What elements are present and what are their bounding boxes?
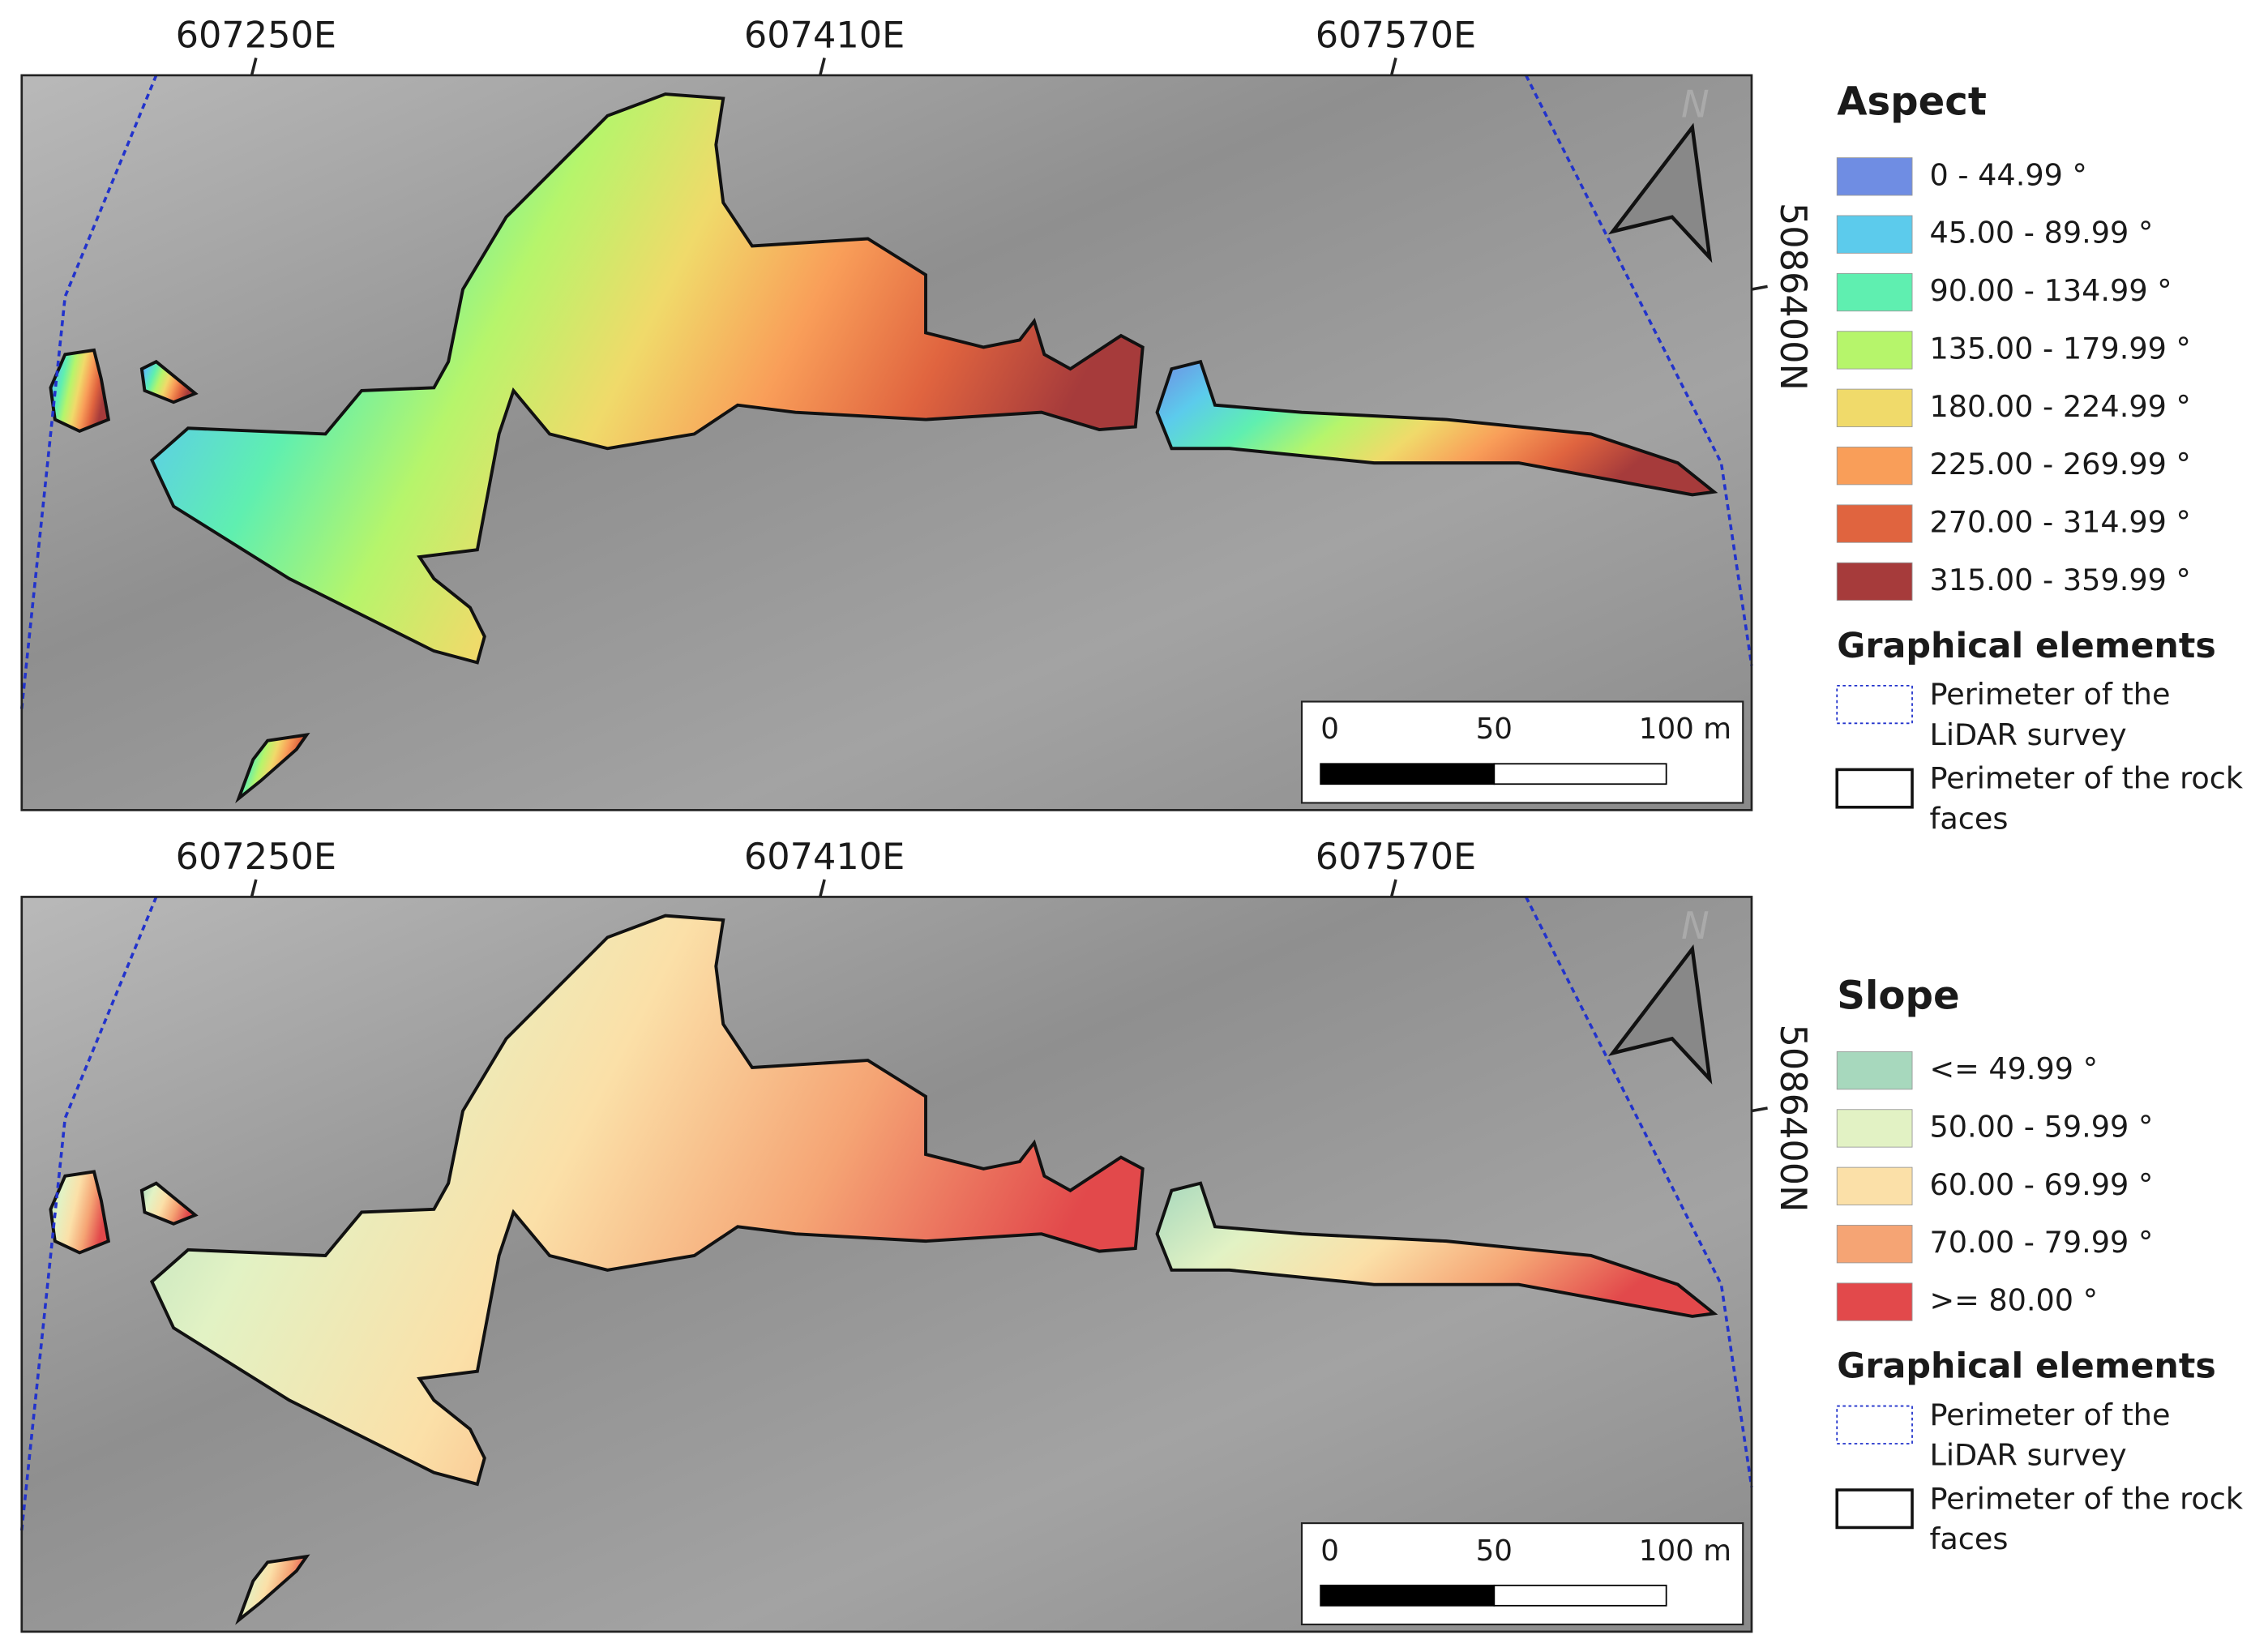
coord-tick (1389, 879, 1397, 897)
legend-swatch (1836, 562, 1913, 601)
y-coord-label: 5086400N (1772, 203, 1814, 391)
scale-label: 100 m (1639, 713, 1731, 746)
legend-label: 45.00 - 89.99 ° (1929, 216, 2153, 250)
legend-swatch (1836, 272, 1913, 312)
legend-label: 225.00 - 269.99 ° (1929, 447, 2190, 481)
legend-swatch (1836, 215, 1913, 254)
legend-swatch (1836, 685, 1913, 725)
map-frame (20, 74, 1753, 811)
legend-label: 135.00 - 179.99 ° (1929, 331, 2190, 366)
x-coord-label: 607250E (176, 836, 336, 878)
scale-bar-black (1320, 763, 1496, 785)
north-arrow (1608, 944, 1713, 1085)
x-coord-label: 607570E (1316, 14, 1476, 56)
legend-item-text: Perimeter of the rock faces (1929, 760, 2244, 837)
legend-item-text: Perimeter of the LiDAR survey (1929, 677, 2171, 752)
legend-label: <= 49.99 ° (1929, 1051, 2098, 1086)
x-coord-label: 607410E (744, 14, 905, 56)
coord-tick (1751, 1106, 1768, 1113)
lidar-perimeter (1524, 896, 1753, 1487)
map-panel: N 607250E 607410E 607570E 5086400N 0 50 100 m (19, 836, 1814, 1633)
legend-swatch (1836, 447, 1913, 486)
scale-box (1300, 1522, 1744, 1626)
coord-tick (819, 58, 826, 76)
legend-label: 60.00 - 69.99 ° (1929, 1167, 2153, 1202)
legend-item-label: Perimeter of the LiDAR survey (1929, 677, 2171, 752)
coord-tick (250, 879, 258, 897)
legend-label: 270.00 - 314.99 ° (1929, 505, 2190, 540)
graphical-title: Graphical elements (1837, 626, 2216, 666)
coord-tick (1751, 285, 1768, 291)
scale-label: 50 (1476, 1534, 1513, 1568)
scale-label: 50 (1476, 713, 1513, 746)
legend-swatch (1836, 1166, 1913, 1205)
legend-item-text: Perimeter of the LiDAR survey (1929, 1397, 2171, 1473)
scale-label: 0 (1320, 713, 1339, 746)
legend-label: 70.00 - 79.99 ° (1929, 1225, 2153, 1260)
legend-label: 50.00 - 59.99 ° (1929, 1109, 2153, 1144)
north-label: N (1681, 83, 1710, 126)
coord-tick (250, 58, 258, 76)
legend-swatch (1835, 768, 1914, 809)
legend-swatch (1835, 1488, 1914, 1530)
legend-item-label: Perimeter of the rock faces (1929, 1481, 2244, 1557)
legend-label: 0 - 44.99 ° (1929, 157, 2086, 192)
scale-label: 0 (1320, 1534, 1339, 1568)
legend-item-label: Perimeter of the LiDAR survey (1929, 1397, 2171, 1473)
legend-swatch (1836, 1282, 1913, 1321)
legend-swatch (1836, 331, 1913, 370)
x-coord-label: 607250E (176, 14, 336, 56)
graphical-title: Graphical elements (1837, 1346, 2216, 1387)
scale-bar-black (1320, 1584, 1496, 1607)
legend-label: 90.00 - 134.99 ° (1929, 273, 2172, 308)
legend-swatch (1836, 388, 1913, 427)
map-panel: N 607250E 607410E 607570E 5086400N 0 50 100 m (19, 14, 1814, 811)
scale-bar-white (1493, 763, 1667, 785)
legend-swatch (1836, 1405, 1913, 1444)
legend-item-text: Perimeter of the rock faces (1929, 1481, 2244, 1557)
north-label: N (1681, 904, 1710, 948)
north-arrow (1608, 122, 1713, 263)
map-frame (20, 896, 1753, 1633)
x-coord-label: 607410E (744, 836, 905, 878)
y-coord-label: 5086400N (1772, 1024, 1814, 1212)
coord-tick (819, 879, 826, 897)
legend-swatch (1836, 1225, 1913, 1264)
legend-swatch (1836, 504, 1913, 543)
lidar-perimeter (1524, 75, 1753, 666)
legend-title: Slope (1837, 973, 1959, 1018)
scale-label: 100 m (1639, 1534, 1731, 1568)
x-coord-label: 607570E (1316, 836, 1476, 878)
legend-title: Aspect (1837, 79, 1987, 125)
legend-swatch (1836, 1051, 1913, 1090)
coord-tick (1389, 58, 1397, 76)
legend-swatch (1836, 157, 1913, 196)
legend-label: 180.00 - 224.99 ° (1929, 389, 2190, 424)
legend-swatch (1836, 1109, 1913, 1148)
legend-label: >= 80.00 ° (1929, 1283, 2098, 1318)
scale-box (1300, 700, 1744, 804)
legend-item-label: Perimeter of the rock faces (1929, 760, 2244, 837)
legend-label: 315.00 - 359.99 ° (1929, 563, 2190, 597)
scale-bar-white (1493, 1584, 1667, 1607)
